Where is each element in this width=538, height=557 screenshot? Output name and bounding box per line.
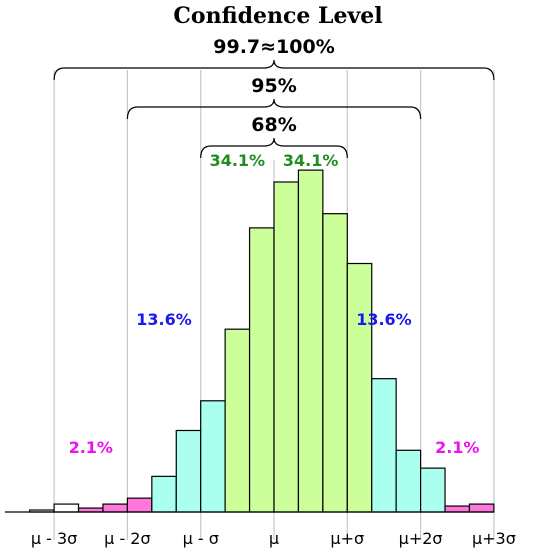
histogram-bar — [346, 262, 373, 513]
region-percent-label: 34.1% — [283, 151, 339, 170]
x-tick-label: μ - σ — [183, 529, 219, 548]
region-percent-label: 34.1% — [210, 151, 266, 170]
chart-title: Confidence Level — [173, 3, 382, 29]
region-percent-label: 13.6% — [136, 310, 192, 329]
x-tick-label: μ — [269, 529, 279, 548]
x-tick-label: μ+σ — [330, 529, 364, 548]
region-percent-label: 2.1% — [69, 438, 113, 457]
region-percent-label: 13.6% — [356, 310, 412, 329]
histogram-bar — [248, 227, 275, 513]
x-tick-label: μ+2σ — [399, 529, 443, 548]
region-percent-label: 2.1% — [435, 438, 479, 457]
histogram-bar — [53, 503, 80, 513]
histogram-bar — [273, 181, 300, 513]
histogram-bar — [444, 505, 471, 513]
x-tick-labels: μ - 3σ μ - 2σ μ - σ μ μ+σ μ+2σ μ+3σ — [31, 529, 516, 548]
brace-label: 95% — [251, 75, 296, 97]
histogram-bars — [29, 169, 495, 513]
x-tick-label: μ+3σ — [472, 529, 516, 548]
confidence-brace — [53, 59, 495, 81]
histogram-bar — [224, 328, 251, 513]
brace-label: 68% — [251, 114, 296, 136]
confidence-brace — [200, 137, 348, 159]
histogram-bar — [126, 497, 153, 513]
histogram-bar — [151, 475, 177, 513]
confidence-braces: 99.7≈100% 95% 68% — [53, 36, 495, 159]
region-percent-labels: 34.1% 34.1% 13.6% 13.6% 2.1% 2.1% — [69, 151, 480, 457]
brace-label: 99.7≈100% — [213, 36, 335, 58]
x-tick-label: μ - 2σ — [104, 529, 150, 548]
histogram-bar — [102, 503, 128, 513]
histogram-bar — [420, 467, 446, 513]
histogram-bar — [175, 429, 202, 513]
x-tick-label: μ - 3σ — [31, 529, 77, 548]
histogram-bar — [395, 449, 422, 513]
histogram-bar — [297, 169, 324, 513]
confidence-brace — [126, 98, 422, 120]
histogram-bar — [371, 378, 397, 513]
histogram-bar — [322, 213, 348, 513]
histogram-bar — [468, 503, 495, 513]
histogram-bar — [200, 400, 226, 513]
